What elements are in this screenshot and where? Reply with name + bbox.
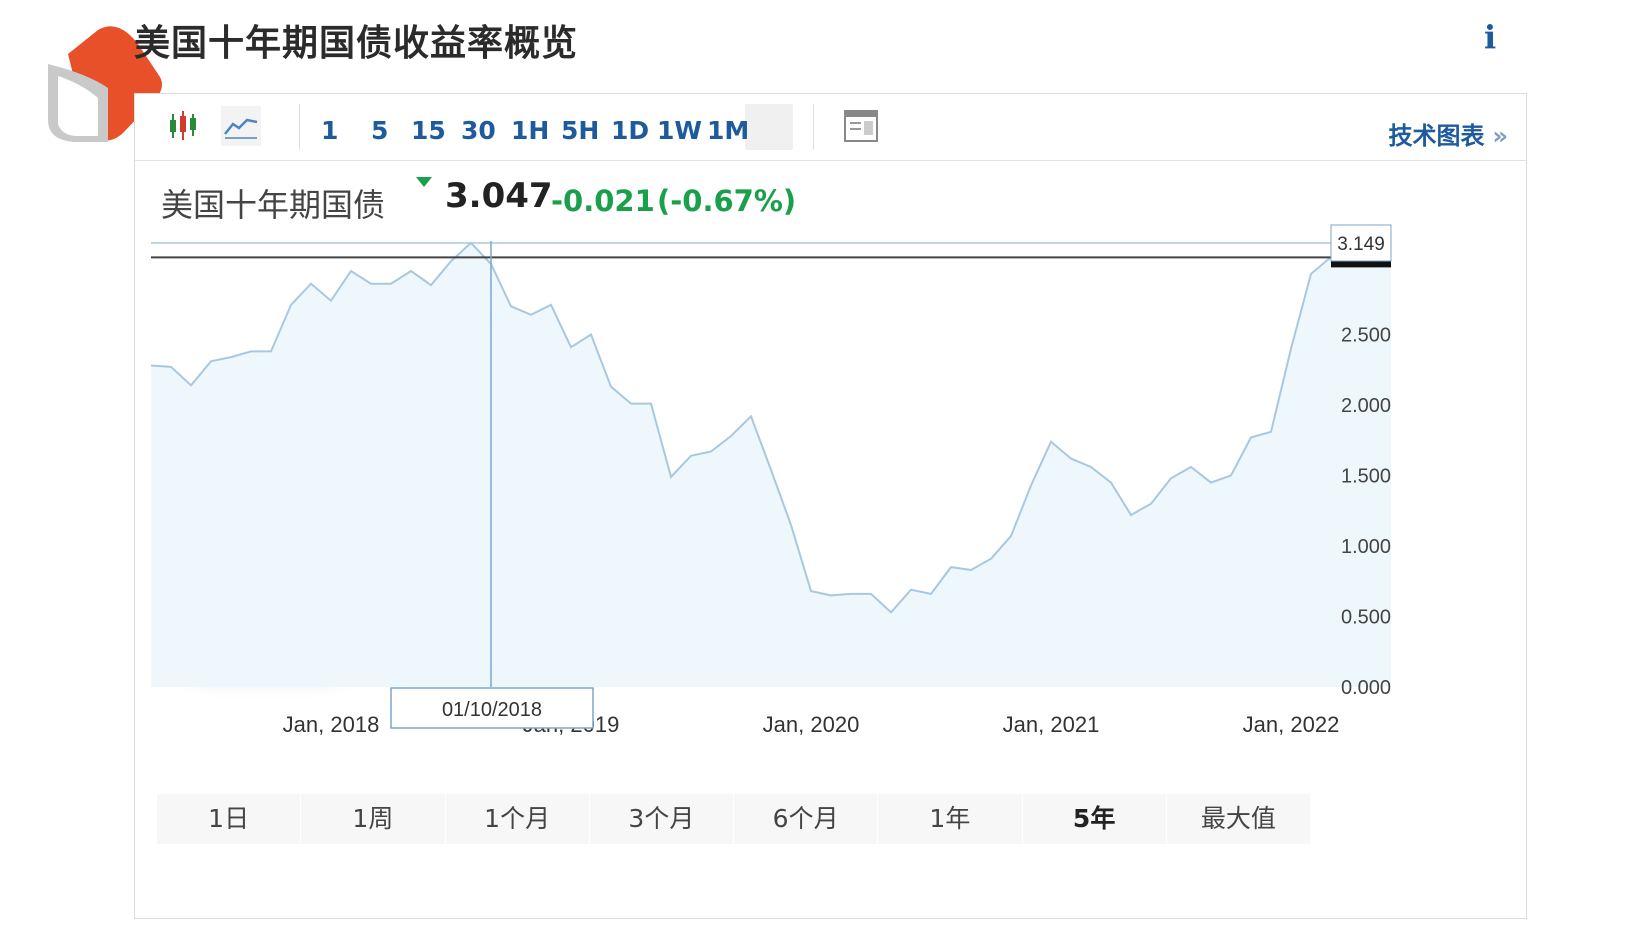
- x-tick-label: Jan, 2021: [1003, 712, 1100, 737]
- active-interval-highlight: [745, 104, 793, 150]
- y-tick-label: 0.000: [1341, 677, 1391, 699]
- y-tick-label: 0.500: [1341, 607, 1391, 629]
- interval-30[interactable]: 30: [461, 116, 496, 145]
- range-selector: 1日 1周 1个月 3个月 6个月 1年 5年 最大值: [157, 794, 1311, 844]
- info-icon[interactable]: i: [1484, 18, 1497, 56]
- range-button[interactable]: 5年: [1023, 794, 1167, 844]
- hover-value-badge: [1330, 224, 1392, 262]
- technical-chart-label: 技术图表: [1388, 122, 1485, 150]
- x-tick-label: Jan, 2018: [283, 712, 380, 737]
- yield-area-chart[interactable]: 3.149 0.000 0.500 1.000 1.500 2.000 2.500 Jan, …: [135, 94, 1526, 794]
- range-button[interactable]: 1周: [301, 794, 446, 844]
- chart-panel: 1 5 15 30 1H 5H 1D 1W 1M 技术图表» 美国十年期国债 3.047 -0.…: [134, 93, 1527, 919]
- down-arrow-icon: [416, 177, 432, 187]
- interval-1m[interactable]: 1M: [707, 116, 750, 145]
- instrument-name: 美国十年期国债: [161, 186, 386, 224]
- range-button[interactable]: 1日: [157, 794, 302, 844]
- candlestick-chart-icon[interactable]: [165, 106, 205, 146]
- last-price: 3.047: [445, 176, 553, 216]
- technical-chart-link[interactable]: 技术图表»: [1388, 116, 1508, 151]
- x-tick-label: Jan, 2022: [1243, 712, 1340, 737]
- x-tick-label: Jan, 2020: [763, 712, 860, 737]
- price-change-percent: (-0.67%): [657, 184, 797, 218]
- series-line: [150, 241, 1391, 614]
- y-tick-label: 1.000: [1341, 536, 1391, 558]
- layout-panel-icon[interactable]: [841, 106, 881, 146]
- y-tick-label: 2.500: [1341, 325, 1391, 347]
- crosshair-date-label: 01/10/2018: [442, 699, 542, 721]
- quote-header: 美国十年期国债 3.047 -0.021 (-0.67%): [161, 176, 796, 226]
- area-fill: [151, 242, 1391, 687]
- interval-1w[interactable]: 1W: [657, 116, 702, 145]
- interval-15[interactable]: 15: [411, 116, 446, 145]
- range-button[interactable]: 1年: [878, 794, 1023, 844]
- range-button[interactable]: 6个月: [734, 794, 879, 844]
- toolbar-separator: [813, 104, 814, 150]
- page-title: 美国十年期国债收益率概览: [134, 23, 579, 64]
- price-change: -0.021: [551, 184, 655, 218]
- line-chart-icon[interactable]: [221, 106, 261, 146]
- brand-logo-icon: [48, 26, 162, 142]
- hover-value-label: 3.149: [1337, 234, 1385, 255]
- chevron-right-icon: »: [1492, 122, 1508, 150]
- interval-5h[interactable]: 5H: [561, 116, 600, 145]
- toolbar-separator: [299, 104, 300, 150]
- interval-1h[interactable]: 1H: [511, 116, 550, 145]
- crosshair-date-box: [390, 687, 594, 729]
- interval-5[interactable]: 5: [371, 116, 389, 145]
- range-button[interactable]: 最大值: [1167, 794, 1311, 844]
- y-tick-label: 2.000: [1341, 395, 1391, 417]
- range-button[interactable]: 3个月: [590, 794, 734, 844]
- range-button[interactable]: 1个月: [446, 794, 590, 844]
- interval-1d[interactable]: 1D: [611, 116, 650, 145]
- y-tick-label: 1.500: [1341, 466, 1391, 488]
- chart-toolbar: 1 5 15 30 1H 5H 1D 1W 1M 技术图表»: [135, 94, 1526, 161]
- interval-1[interactable]: 1: [321, 116, 339, 145]
